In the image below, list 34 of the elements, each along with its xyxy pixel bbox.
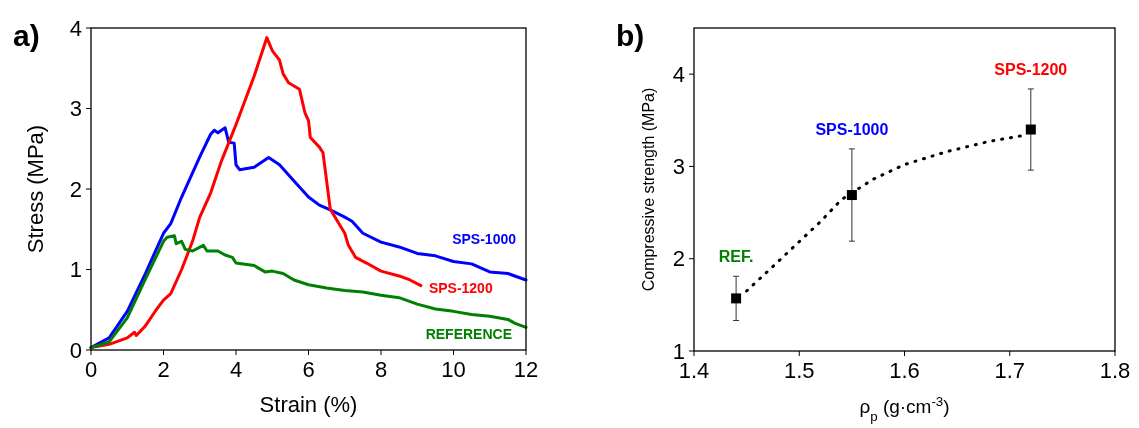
y-tick-label: 3: [69, 96, 82, 121]
x-tick-label: 2: [157, 357, 170, 382]
point: [846, 190, 857, 201]
line-series: [89, 234, 528, 350]
y-tick-label: 3: [672, 153, 685, 179]
x-axis-title: Strain (%): [259, 392, 358, 417]
x-tick-label: 1.7: [994, 358, 1026, 383]
y-tick-label: 4: [672, 61, 685, 87]
x-tick-label: 12: [513, 357, 539, 382]
x-tick-label: 4: [229, 357, 243, 382]
annotation: SPS-1200: [994, 60, 1068, 78]
y-axis-title: Stress (MPa): [23, 124, 48, 254]
x-tick-label: 1.8: [1099, 358, 1131, 383]
annotation: REF.: [718, 248, 754, 266]
series-label: SPS-1000: [452, 230, 517, 247]
x-tick-label: 1.5: [783, 358, 815, 383]
y-tick-label: 2: [69, 176, 82, 202]
y-axis-title: Compressive strength (MPa): [640, 87, 657, 292]
series-label: REFERENCE: [425, 326, 512, 343]
y-tick-label: 2: [672, 246, 685, 272]
y-tick-label: 0: [69, 337, 82, 363]
chart-title: a): [13, 19, 40, 52]
chart-title: b): [616, 19, 645, 52]
x-tick-label: 10: [441, 357, 466, 382]
x-tick-label: 6: [302, 357, 315, 382]
series-label: SPS-1200: [428, 280, 493, 297]
x-tick-label: 1.6: [889, 358, 920, 383]
annotation: SPS-1000: [815, 120, 889, 138]
y-tick-label: 1: [69, 257, 82, 282]
x-axis-title: ρ$_{p}$ (g·cm$^{-3}$): [859, 393, 950, 424]
x-tick-label: 8: [374, 357, 388, 382]
point: [1025, 124, 1036, 135]
y-tick-label: 4: [69, 15, 82, 41]
point: [731, 293, 742, 304]
